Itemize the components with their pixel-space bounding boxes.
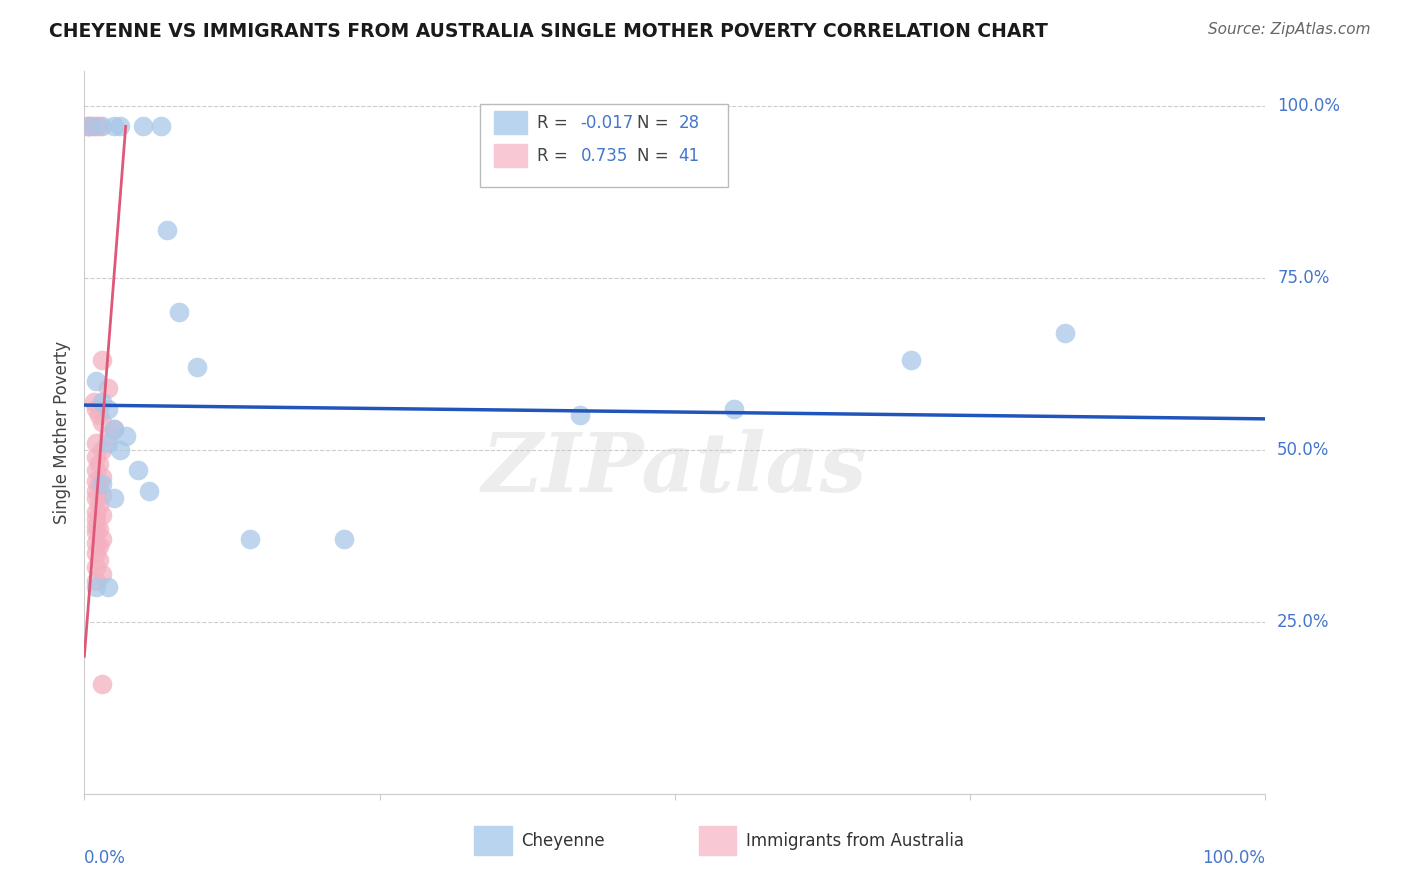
- Text: 75.0%: 75.0%: [1277, 268, 1330, 287]
- Point: [103, 120, 125, 134]
- Text: 100.0%: 100.0%: [1277, 96, 1340, 115]
- Text: Cheyenne: Cheyenne: [522, 832, 605, 850]
- Point: [138, 484, 160, 499]
- Point: [156, 222, 179, 236]
- Point: [84, 535, 107, 549]
- Point: [103, 491, 125, 505]
- Bar: [699, 826, 737, 855]
- Point: [84, 511, 107, 525]
- Point: [83, 120, 105, 134]
- Point: [1053, 326, 1076, 340]
- Point: [79, 120, 101, 134]
- Point: [87, 120, 110, 134]
- Point: [91, 677, 114, 691]
- Point: [91, 394, 114, 409]
- Point: [87, 553, 110, 567]
- Point: [150, 120, 173, 134]
- Text: 25.0%: 25.0%: [1277, 613, 1330, 631]
- Point: [87, 457, 110, 471]
- Point: [84, 374, 107, 388]
- Point: [97, 401, 120, 416]
- Point: [127, 463, 149, 477]
- Point: [97, 581, 120, 595]
- Point: [87, 498, 110, 512]
- Point: [114, 429, 136, 443]
- Point: [84, 450, 107, 464]
- Text: 41: 41: [679, 147, 700, 165]
- Point: [91, 487, 114, 501]
- Text: N =: N =: [637, 147, 673, 165]
- Point: [900, 353, 922, 368]
- Text: CHEYENNE VS IMMIGRANTS FROM AUSTRALIA SINGLE MOTHER POVERTY CORRELATION CHART: CHEYENNE VS IMMIGRANTS FROM AUSTRALIA SI…: [49, 22, 1047, 41]
- FancyBboxPatch shape: [479, 103, 728, 187]
- Point: [84, 463, 107, 477]
- Point: [91, 508, 114, 523]
- Point: [91, 533, 114, 547]
- Point: [77, 120, 100, 134]
- Point: [103, 422, 125, 436]
- Point: [87, 539, 110, 553]
- Point: [91, 415, 114, 429]
- Text: 28: 28: [679, 113, 700, 132]
- Point: [87, 409, 110, 423]
- Point: [239, 533, 262, 547]
- Text: R =: R =: [537, 113, 572, 132]
- Point: [84, 474, 107, 488]
- Point: [87, 477, 110, 491]
- Point: [84, 401, 107, 416]
- Bar: [494, 145, 527, 168]
- Text: 100.0%: 100.0%: [1202, 849, 1265, 867]
- Point: [84, 525, 107, 540]
- Text: Source: ZipAtlas.com: Source: ZipAtlas.com: [1208, 22, 1371, 37]
- Point: [97, 436, 120, 450]
- Point: [84, 505, 107, 519]
- Bar: [494, 112, 527, 134]
- Point: [84, 436, 107, 450]
- Text: 0.0%: 0.0%: [84, 849, 127, 867]
- Text: -0.017: -0.017: [581, 113, 634, 132]
- Text: 0.735: 0.735: [581, 147, 627, 165]
- Point: [91, 477, 114, 491]
- Point: [186, 360, 208, 375]
- Point: [91, 120, 114, 134]
- Point: [84, 484, 107, 499]
- Point: [87, 522, 110, 536]
- Point: [79, 120, 101, 134]
- Point: [167, 305, 190, 319]
- Point: [108, 120, 131, 134]
- Point: [97, 429, 120, 443]
- Point: [84, 574, 107, 588]
- Point: [723, 401, 745, 416]
- Point: [91, 566, 114, 581]
- Point: [97, 381, 120, 395]
- Point: [333, 533, 356, 547]
- Point: [84, 120, 107, 134]
- Point: [569, 409, 592, 423]
- Point: [84, 546, 107, 560]
- Y-axis label: Single Mother Poverty: Single Mother Poverty: [53, 341, 72, 524]
- Bar: [474, 826, 512, 855]
- Text: Immigrants from Australia: Immigrants from Australia: [745, 832, 963, 850]
- Text: 50.0%: 50.0%: [1277, 441, 1330, 458]
- Point: [91, 353, 114, 368]
- Text: ZIPatlas: ZIPatlas: [482, 429, 868, 508]
- Point: [84, 559, 107, 574]
- Point: [108, 442, 131, 457]
- Text: N =: N =: [637, 113, 673, 132]
- Text: R =: R =: [537, 147, 572, 165]
- Point: [91, 470, 114, 484]
- Point: [76, 120, 98, 134]
- Point: [84, 581, 107, 595]
- Point: [132, 120, 155, 134]
- Point: [103, 422, 125, 436]
- Point: [91, 442, 114, 457]
- Point: [84, 491, 107, 505]
- Point: [84, 518, 107, 533]
- Point: [83, 394, 105, 409]
